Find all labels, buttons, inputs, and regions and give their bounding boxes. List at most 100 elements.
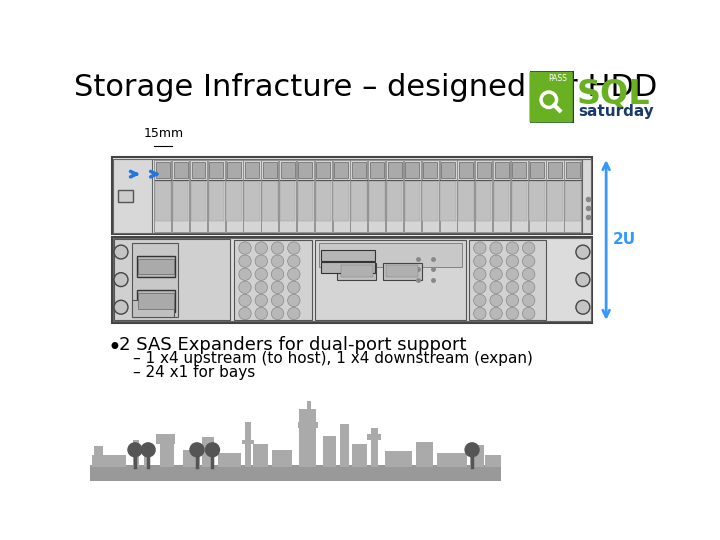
- Bar: [245, 161, 259, 178]
- Text: Storage Infracture – designed for HDD: Storage Infracture – designed for HDD: [73, 73, 657, 103]
- Text: SQL: SQL: [577, 77, 650, 110]
- Bar: [114, 239, 230, 320]
- Text: 15mm: 15mm: [143, 127, 184, 140]
- Bar: [469, 240, 546, 320]
- Circle shape: [271, 242, 284, 254]
- Bar: [137, 256, 175, 278]
- Circle shape: [474, 255, 486, 267]
- Bar: [132, 300, 174, 316]
- Text: •: •: [107, 336, 121, 360]
- Circle shape: [576, 273, 590, 287]
- Bar: [156, 434, 175, 444]
- Circle shape: [287, 268, 300, 280]
- Bar: [245, 422, 251, 467]
- Text: 2U: 2U: [612, 233, 636, 247]
- Bar: [261, 159, 279, 232]
- Bar: [582, 159, 590, 233]
- Bar: [113, 159, 152, 233]
- Bar: [404, 159, 421, 232]
- Circle shape: [271, 255, 284, 267]
- Circle shape: [114, 245, 128, 259]
- Bar: [351, 181, 366, 221]
- Bar: [485, 455, 500, 467]
- Bar: [132, 440, 139, 467]
- Circle shape: [506, 307, 518, 320]
- Circle shape: [474, 242, 486, 254]
- Circle shape: [490, 255, 503, 267]
- Circle shape: [576, 300, 590, 314]
- Circle shape: [523, 268, 535, 280]
- Bar: [333, 159, 350, 232]
- Bar: [475, 159, 492, 232]
- Bar: [160, 444, 174, 467]
- Bar: [202, 437, 214, 467]
- Circle shape: [255, 242, 267, 254]
- Bar: [352, 161, 366, 178]
- Bar: [315, 159, 332, 232]
- Bar: [370, 161, 384, 178]
- Text: 2 SAS Expanders for dual-port support: 2 SAS Expanders for dual-port support: [120, 336, 467, 354]
- Bar: [384, 451, 412, 467]
- Circle shape: [474, 268, 486, 280]
- Circle shape: [255, 281, 267, 294]
- Circle shape: [523, 294, 535, 307]
- Bar: [495, 161, 508, 178]
- Bar: [321, 250, 375, 261]
- Text: – 24 x1 for bays: – 24 x1 for bays: [132, 365, 255, 380]
- Bar: [476, 181, 492, 221]
- Bar: [512, 181, 527, 221]
- Bar: [225, 159, 243, 232]
- Bar: [566, 161, 580, 178]
- Circle shape: [576, 245, 590, 259]
- Bar: [281, 161, 294, 178]
- Bar: [209, 181, 224, 221]
- Bar: [494, 181, 509, 221]
- Bar: [323, 436, 336, 467]
- Bar: [262, 181, 277, 221]
- Circle shape: [490, 268, 503, 280]
- Bar: [351, 159, 367, 232]
- Bar: [423, 161, 437, 178]
- Circle shape: [205, 443, 220, 457]
- Bar: [112, 237, 593, 323]
- Circle shape: [287, 255, 300, 267]
- Circle shape: [128, 443, 142, 457]
- Circle shape: [239, 255, 251, 267]
- Circle shape: [490, 242, 503, 254]
- Text: PASS: PASS: [549, 74, 567, 83]
- Bar: [156, 161, 170, 178]
- Circle shape: [114, 300, 128, 314]
- Bar: [113, 238, 590, 321]
- Circle shape: [255, 294, 267, 307]
- Bar: [548, 161, 562, 178]
- Bar: [138, 259, 174, 274]
- Circle shape: [490, 294, 503, 307]
- Bar: [469, 445, 484, 467]
- Circle shape: [506, 281, 518, 294]
- Bar: [367, 434, 382, 440]
- Bar: [307, 401, 311, 409]
- Bar: [386, 265, 418, 278]
- Bar: [341, 265, 373, 278]
- Bar: [334, 161, 348, 178]
- Bar: [415, 442, 433, 467]
- Bar: [405, 161, 419, 178]
- Bar: [190, 159, 207, 232]
- Bar: [118, 190, 133, 202]
- Circle shape: [287, 281, 300, 294]
- Circle shape: [239, 294, 251, 307]
- Circle shape: [523, 281, 535, 294]
- Bar: [369, 181, 384, 221]
- Bar: [297, 181, 313, 221]
- Circle shape: [287, 242, 300, 254]
- Bar: [263, 161, 276, 178]
- Bar: [208, 159, 225, 232]
- Bar: [91, 455, 127, 467]
- Bar: [144, 445, 150, 467]
- Circle shape: [255, 268, 267, 280]
- Bar: [405, 181, 420, 221]
- Circle shape: [465, 443, 479, 457]
- Bar: [441, 161, 455, 178]
- Bar: [546, 159, 564, 232]
- Bar: [243, 159, 261, 232]
